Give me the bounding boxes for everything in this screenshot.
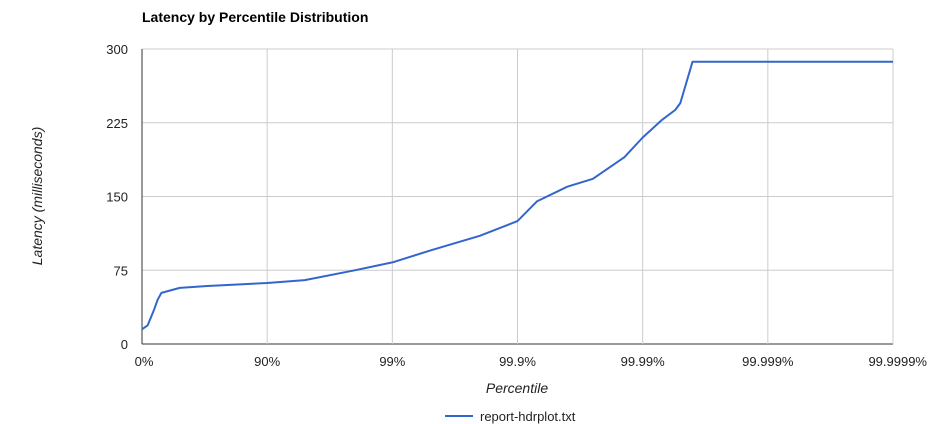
x-axis-title: Percentile [486, 380, 548, 396]
x-tick-label: 99.9999% [868, 354, 927, 369]
y-tick-label: 0 [121, 337, 128, 352]
y-axis-ticks: 0 75 150 225 300 [106, 42, 128, 352]
x-tick-label: 99.99% [621, 354, 666, 369]
x-tick-label: 99.999% [742, 354, 794, 369]
y-tick-label: 75 [114, 263, 128, 278]
x-tick-label: 99.9% [499, 354, 536, 369]
y-axis-title: Latency (milliseconds) [29, 127, 45, 266]
x-tick-label: 99% [379, 354, 405, 369]
grid [141, 48, 894, 345]
chart-title: Latency by Percentile Distribution [142, 9, 368, 25]
series-layer [141, 60, 893, 331]
y-tick-label: 225 [106, 116, 128, 131]
legend-label: report-hdrplot.txt [480, 409, 576, 424]
x-tick-label: 90% [254, 354, 280, 369]
x-tick-label: 0% [135, 354, 154, 369]
y-tick-label: 150 [106, 190, 128, 205]
x-axis-ticks: 0% 90% 99% 99.9% 99.99% 99.999% 99.9999% [135, 354, 928, 369]
y-tick-label: 300 [106, 42, 128, 57]
series-line [141, 60, 893, 331]
legend: report-hdrplot.txt [445, 409, 576, 424]
